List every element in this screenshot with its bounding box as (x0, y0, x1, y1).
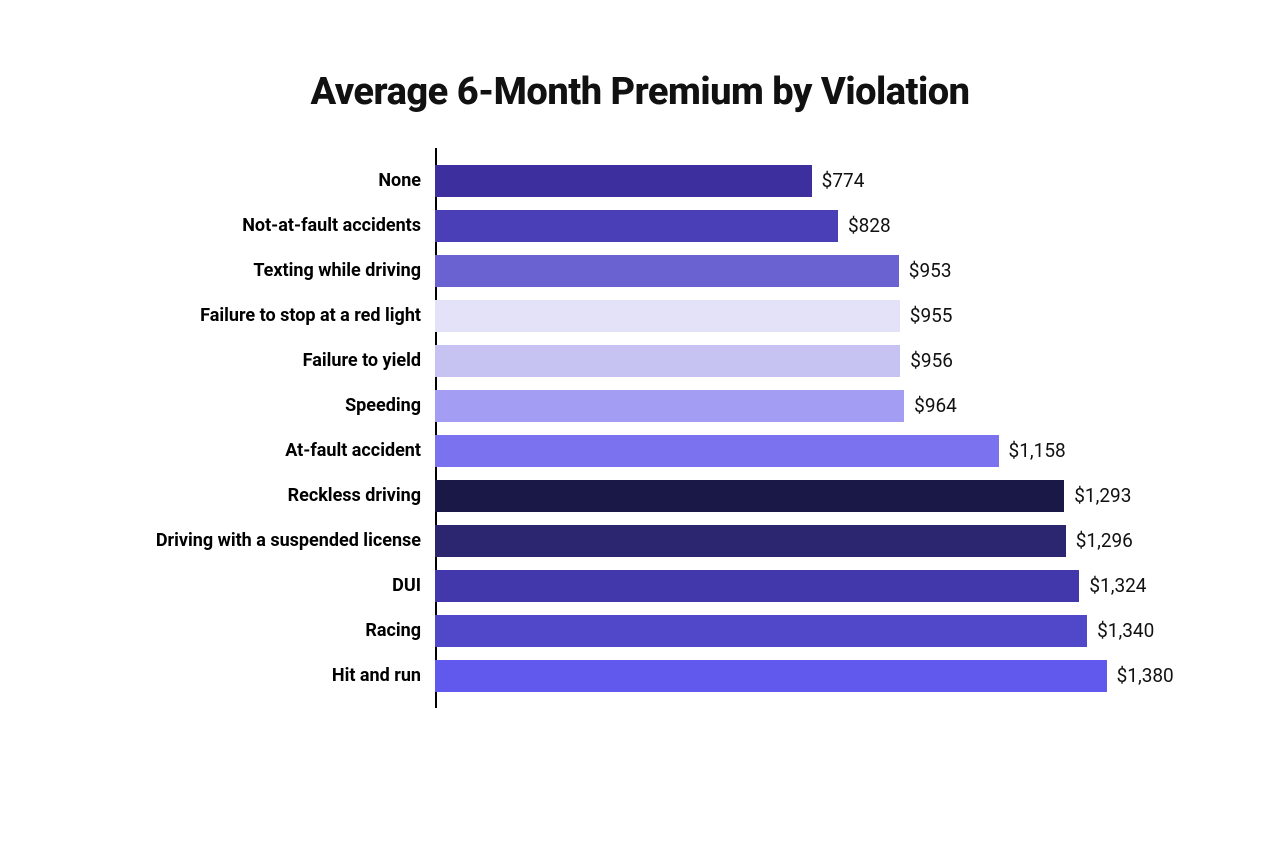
bar-track: $1,340 (435, 608, 1165, 653)
bar (435, 300, 900, 332)
value-label: $1,158 (999, 439, 1066, 462)
bar (435, 570, 1079, 602)
value-label: $1,380 (1107, 664, 1174, 687)
category-label: Driving with a suspended license (115, 530, 435, 551)
bar-row: None $774 (115, 158, 1165, 203)
bar-row: Speeding $964 (115, 383, 1165, 428)
bar (435, 660, 1107, 692)
category-label: Speeding (115, 395, 435, 416)
bar (435, 255, 899, 287)
value-label: $953 (899, 259, 952, 282)
bar-row: At-fault accident $1,158 (115, 428, 1165, 473)
bar (435, 435, 999, 467)
bar (435, 525, 1066, 557)
value-label: $1,296 (1066, 529, 1133, 552)
bar-rows: None $774 Not-at-fault accidents $828 Textin… (115, 148, 1165, 708)
bar-track: $1,158 (435, 428, 1165, 473)
category-label: Failure to stop at a red light (115, 305, 435, 326)
chart-title: Average 6-Month Premium by Violation (0, 70, 1280, 114)
category-label: Failure to yield (115, 350, 435, 371)
category-label: At-fault accident (115, 440, 435, 461)
value-label: $1,340 (1087, 619, 1154, 642)
value-label: $955 (900, 304, 953, 327)
bar (435, 165, 812, 197)
bar (435, 480, 1064, 512)
chart-plot-area: None $774 Not-at-fault accidents $828 Textin… (115, 148, 1165, 708)
bar-track: $953 (435, 248, 1165, 293)
bar-track: $955 (435, 293, 1165, 338)
bar-row: Racing $1,340 (115, 608, 1165, 653)
category-label: Hit and run (115, 665, 435, 686)
bar (435, 210, 838, 242)
category-label: Racing (115, 620, 435, 641)
bar-track: $1,293 (435, 473, 1165, 518)
bar-row: Driving with a suspended license $1,296 (115, 518, 1165, 563)
value-label: $828 (838, 214, 891, 237)
bar-track: $828 (435, 203, 1165, 248)
bar-row: Hit and run$1,380 (115, 653, 1165, 698)
bar-track: $964 (435, 383, 1165, 428)
bar (435, 615, 1087, 647)
category-label: DUI (115, 575, 435, 596)
bar-row: DUI $1,324 (115, 563, 1165, 608)
chart-container: Average 6-Month Premium by Violation Non… (0, 0, 1280, 864)
category-label: Reckless driving (115, 485, 435, 506)
bar-row: Reckless driving $1,293 (115, 473, 1165, 518)
value-label: $774 (812, 169, 865, 192)
category-label: Texting while driving (115, 260, 435, 281)
bar-track: $1,324 (435, 563, 1165, 608)
bar-track: $774 (435, 158, 1165, 203)
bar-row: Failure to stop at a red light $955 (115, 293, 1165, 338)
category-label: Not-at-fault accidents (115, 215, 435, 236)
bar-row: Texting while driving $953 (115, 248, 1165, 293)
bar-track: $1,296 (435, 518, 1165, 563)
value-label: $964 (904, 394, 957, 417)
category-label: None (115, 170, 435, 191)
bar (435, 345, 900, 377)
value-label: $956 (900, 349, 953, 372)
bar-row: Failure to yield $956 (115, 338, 1165, 383)
bar-track: $1,380 (435, 653, 1174, 698)
bar-row: Not-at-fault accidents $828 (115, 203, 1165, 248)
bar-track: $956 (435, 338, 1165, 383)
value-label: $1,324 (1079, 574, 1146, 597)
bar (435, 390, 904, 422)
value-label: $1,293 (1064, 484, 1131, 507)
